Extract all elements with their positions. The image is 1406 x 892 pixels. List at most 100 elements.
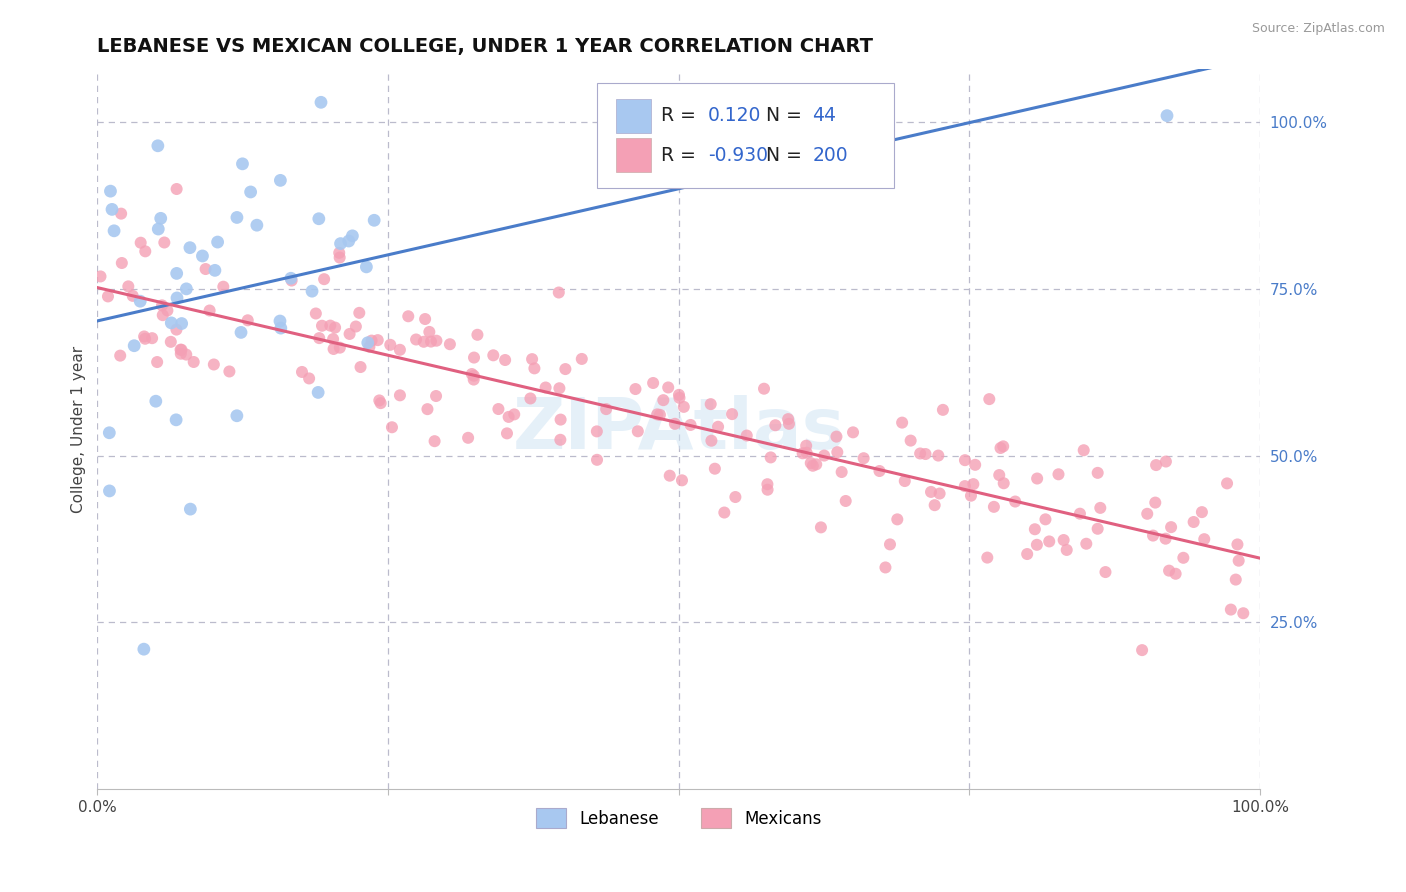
- Point: [547, 285, 569, 300]
- Point: [756, 483, 779, 497]
- Point: [117, 279, 139, 293]
- Point: [1157, 564, 1180, 578]
- Point: [405, 333, 427, 347]
- Point: [658, 468, 681, 483]
- Point: [202, 358, 225, 372]
- Point: [1227, 554, 1250, 568]
- Point: [713, 506, 735, 520]
- FancyBboxPatch shape: [616, 99, 651, 133]
- Point: [983, 500, 1005, 514]
- Point: [900, 434, 922, 448]
- Point: [463, 351, 485, 365]
- Point: [1056, 543, 1078, 558]
- Point: [894, 474, 917, 488]
- Point: [1035, 512, 1057, 526]
- Point: [416, 402, 439, 417]
- Point: [806, 458, 828, 472]
- Text: N =: N =: [766, 146, 808, 165]
- Point: [699, 397, 721, 411]
- Point: [752, 382, 775, 396]
- Point: [269, 173, 291, 187]
- Point: [356, 260, 378, 274]
- Point: [548, 381, 571, 395]
- Point: [179, 502, 201, 516]
- Point: [388, 343, 411, 357]
- Legend: Lebanese, Mexicans: Lebanese, Mexicans: [529, 801, 828, 835]
- Point: [813, 449, 835, 463]
- Text: 44: 44: [813, 106, 837, 125]
- Point: [150, 298, 173, 312]
- Point: [191, 249, 214, 263]
- Point: [990, 441, 1012, 455]
- Point: [239, 185, 262, 199]
- Point: [412, 334, 434, 349]
- Point: [953, 453, 976, 467]
- Point: [1219, 602, 1241, 616]
- Point: [229, 326, 252, 340]
- Text: N =: N =: [766, 106, 808, 125]
- Point: [457, 431, 479, 445]
- Point: [652, 393, 675, 408]
- Point: [322, 332, 344, 346]
- Point: [359, 340, 381, 354]
- Point: [679, 417, 702, 432]
- Text: -0.930: -0.930: [707, 146, 768, 165]
- Point: [1004, 494, 1026, 508]
- Point: [1142, 528, 1164, 542]
- Point: [875, 560, 897, 574]
- Point: [380, 338, 402, 352]
- Point: [1232, 606, 1254, 620]
- Point: [314, 272, 336, 286]
- Point: [103, 224, 125, 238]
- Point: [834, 494, 856, 508]
- Point: [1052, 533, 1074, 547]
- Point: [159, 334, 181, 349]
- Point: [218, 364, 240, 378]
- Point: [301, 284, 323, 298]
- Point: [298, 371, 321, 385]
- Point: [98, 425, 121, 440]
- Point: [724, 490, 747, 504]
- Point: [794, 439, 817, 453]
- Point: [111, 256, 134, 270]
- Point: [869, 464, 891, 478]
- Point: [928, 486, 950, 500]
- Point: [886, 512, 908, 526]
- Point: [170, 343, 193, 357]
- Point: [778, 417, 800, 431]
- Point: [145, 394, 167, 409]
- Point: [129, 294, 152, 309]
- Point: [707, 419, 730, 434]
- Point: [891, 416, 914, 430]
- Point: [388, 388, 411, 402]
- Point: [523, 361, 546, 376]
- Point: [503, 408, 526, 422]
- Point: [960, 489, 983, 503]
- Point: [311, 318, 333, 333]
- Point: [953, 479, 976, 493]
- Point: [357, 335, 380, 350]
- Point: [425, 334, 447, 348]
- Point: [1191, 505, 1213, 519]
- Point: [482, 348, 505, 362]
- FancyBboxPatch shape: [616, 138, 651, 172]
- Point: [349, 306, 371, 320]
- Point: [721, 407, 744, 421]
- Point: [339, 326, 361, 341]
- Point: [174, 348, 197, 362]
- Point: [132, 642, 155, 657]
- Point: [801, 458, 824, 473]
- Point: [668, 388, 690, 402]
- Point: [879, 537, 901, 551]
- Point: [993, 439, 1015, 453]
- Point: [97, 289, 120, 303]
- Point: [165, 322, 187, 336]
- Point: [993, 476, 1015, 491]
- Point: [700, 434, 723, 448]
- Point: [328, 245, 350, 260]
- Point: [842, 425, 865, 440]
- Point: [1182, 515, 1205, 529]
- Point: [170, 347, 193, 361]
- Point: [1038, 534, 1060, 549]
- Point: [852, 451, 875, 466]
